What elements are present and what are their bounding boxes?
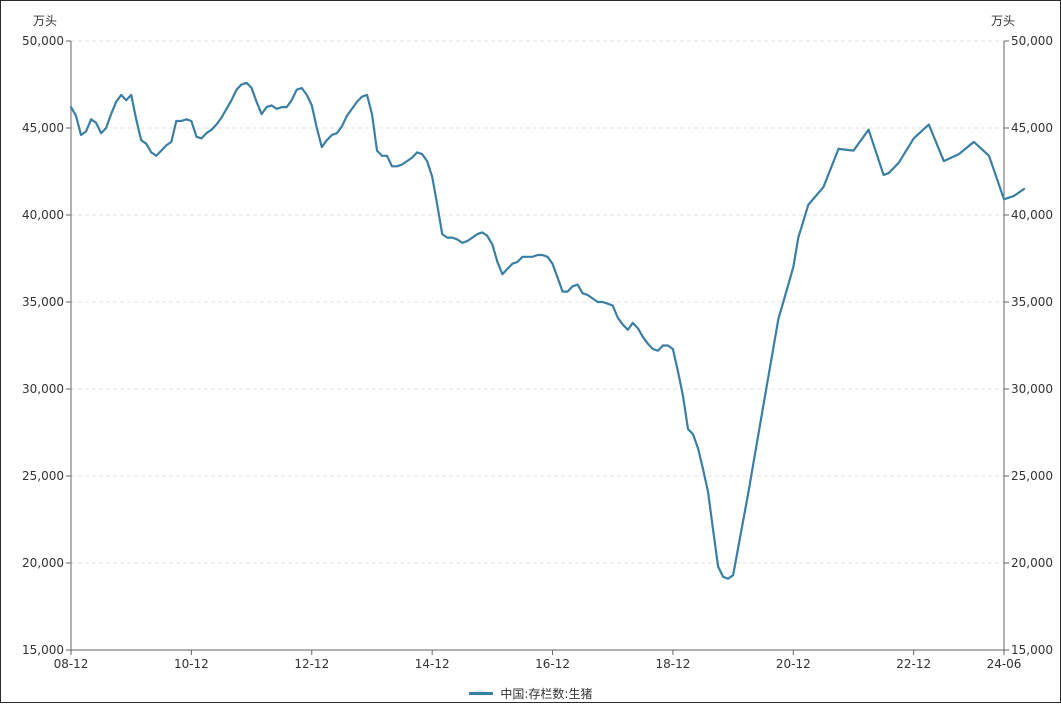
right-y-tick-label: 50,000 bbox=[1011, 34, 1053, 48]
right-y-tick-label: 40,000 bbox=[1011, 208, 1053, 222]
right-y-tick-label: 15,000 bbox=[1011, 643, 1053, 657]
left-y-tick-label: 20,000 bbox=[22, 556, 64, 570]
x-tick-label: 14-12 bbox=[415, 657, 450, 671]
x-tick-label: 10-12 bbox=[174, 657, 209, 671]
series-lines bbox=[69, 81, 1026, 580]
left-y-unit: 万头 bbox=[33, 14, 57, 28]
left-y-tick-label: 45,000 bbox=[22, 121, 64, 135]
legend: 中国:存栏数:生猪 bbox=[1, 685, 1060, 702]
x-tick-label: 18-12 bbox=[655, 657, 690, 671]
right-y-tick-label: 35,000 bbox=[1011, 295, 1053, 309]
axis-ticks: 15,000 15,000 20,000 20,000 25,000 25,000 30,0… bbox=[22, 34, 1053, 671]
legend-label: 中国:存栏数:生猪 bbox=[500, 687, 593, 701]
x-tick-label: 22-12 bbox=[896, 657, 931, 671]
legend-swatch bbox=[468, 692, 493, 695]
x-tick-label: 24-06 bbox=[987, 657, 1022, 671]
right-y-unit: 万头 bbox=[991, 14, 1015, 28]
x-tick-label: 08-12 bbox=[54, 657, 89, 671]
right-y-tick-label: 20,000 bbox=[1011, 556, 1053, 570]
series-line bbox=[69, 81, 1026, 580]
axes: 万头 万头 bbox=[33, 14, 1015, 651]
right-y-tick-label: 25,000 bbox=[1011, 469, 1053, 483]
left-y-tick-label: 15,000 bbox=[22, 643, 64, 657]
left-y-tick-label: 40,000 bbox=[22, 208, 64, 222]
left-y-tick-label: 35,000 bbox=[22, 295, 64, 309]
x-tick-label: 12-12 bbox=[294, 657, 329, 671]
right-y-tick-label: 45,000 bbox=[1011, 121, 1053, 135]
left-y-tick-label: 50,000 bbox=[22, 34, 64, 48]
grid-lines bbox=[71, 40, 1004, 564]
left-y-tick-label: 25,000 bbox=[22, 469, 64, 483]
right-y-tick-label: 30,000 bbox=[1011, 382, 1053, 396]
left-y-tick-label: 30,000 bbox=[22, 382, 64, 396]
x-tick-label: 20-12 bbox=[776, 657, 811, 671]
x-tick-label: 16-12 bbox=[535, 657, 570, 671]
